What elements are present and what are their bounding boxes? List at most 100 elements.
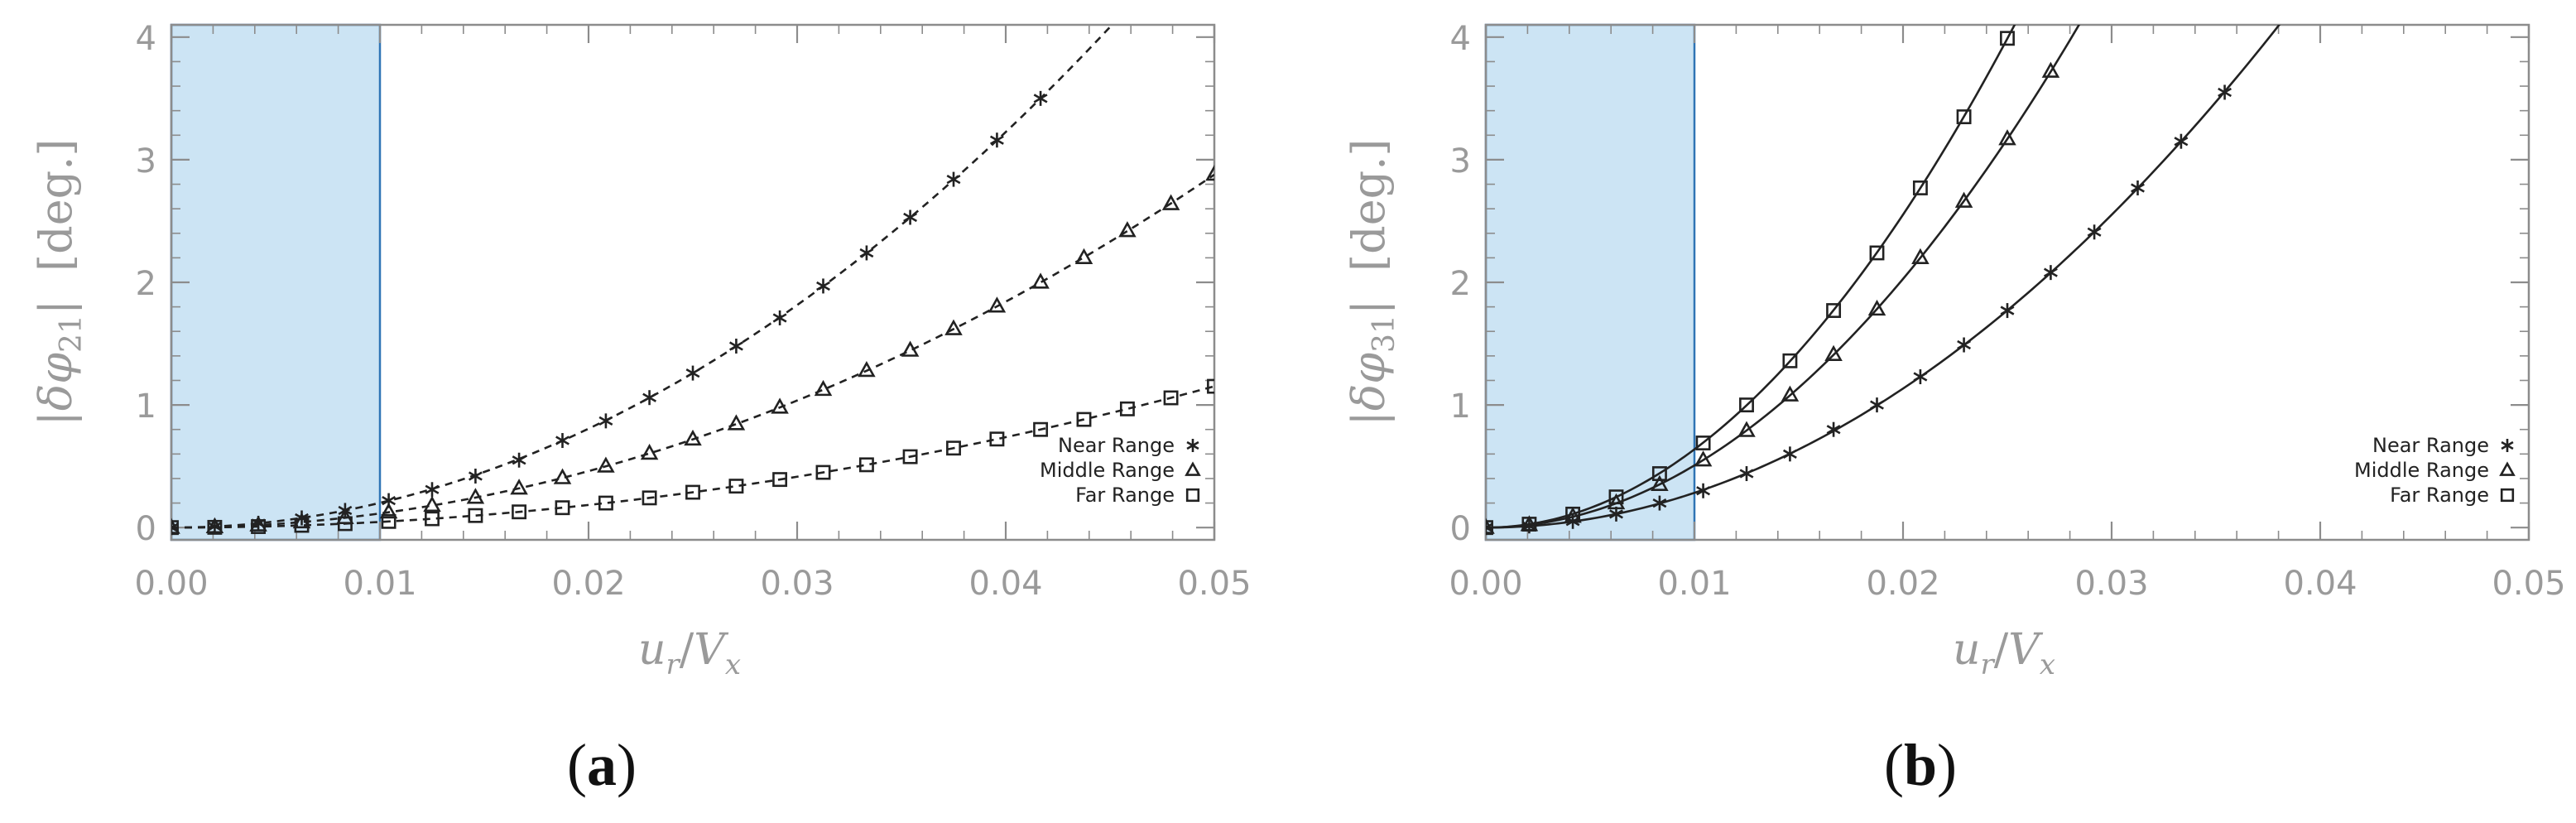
x-label-u: u [638,625,666,675]
y-tick-label: 2 [1450,265,1471,303]
legend-marker-asterisk [1186,439,1199,452]
data-point-square [728,479,744,494]
x-label-u: u [1953,625,1981,675]
data-point-asterisk [1826,421,1841,437]
data-point-square [858,457,874,473]
data-point-square [598,495,613,511]
legend-marker-triangle [2499,461,2516,476]
y-label-symbol: δφ [30,353,82,412]
legend-label: Middle Range [1040,459,1175,482]
data-point-asterisk [1913,369,1928,385]
series-line-triangle [1486,25,2081,529]
data-point-triangle [466,488,485,504]
x-label-u-sub: r [666,648,680,681]
shaded-region [1484,23,1696,541]
y-tick-label: 1 [1450,387,1471,426]
y-tick-label: 0 [136,510,156,548]
data-point-triangle [901,340,920,357]
data-point-asterisk [946,171,961,187]
data-point-square [772,472,788,488]
data-point-square [1956,109,1972,125]
data-point-triangle [1911,248,1930,264]
data-point-triangle [727,414,746,431]
data-point-square [902,449,918,464]
legend-label: Middle Range [2354,459,2489,482]
data-point-asterisk [1782,446,1797,462]
data-point-asterisk [2087,224,2102,240]
x-label-u-sub: r [1980,648,1995,681]
data-point-square [1521,517,1537,532]
series-line-square [1486,25,2016,529]
data-point-asterisk [2000,303,2015,319]
y-label-bar: | [30,411,82,426]
series-group [1486,25,2281,536]
y-tick-label: 2 [136,265,156,303]
y-label-units: [deg.] [30,139,82,272]
data-point-triangle [249,515,267,532]
data-point-square [468,508,483,523]
data-point-triangle [1205,165,1214,181]
data-point-square [1782,353,1798,368]
x-tick-label: 0.00 [134,565,208,603]
data-point-triangle [1781,385,1800,402]
data-point-triangle [1161,194,1180,210]
y-tick-label: 0 [1450,510,1471,548]
data-point-asterisk [512,452,526,468]
chart-panel-b: 0.00 0.01 0.02 0.03 0.04 0.05 0 1 2 3 4 Near RangeM… [1343,20,2566,798]
data-point-triangle [171,517,180,534]
data-point-square [207,519,223,535]
panel-label-open: ( [567,732,587,798]
x-label-slash: / [680,625,694,675]
data-point-asterisk [468,468,483,484]
x-tick-label: 0.04 [968,565,1042,603]
data-point-square [2000,31,2015,46]
data-point-triangle [814,379,833,397]
data-point-triangle [944,319,963,335]
y-axis-label: |δφ21|[deg.] [30,139,89,426]
y-label-subscript: 21 [55,315,89,353]
data-point-asterisk [1652,495,1667,511]
data-point-triangle [1867,299,1886,316]
x-tick-label: 0.05 [1177,565,1251,603]
y-label-bar: | [30,300,82,315]
data-point-triangle [423,495,441,513]
legend-marker-square [2500,488,2515,503]
data-point-asterisk [2043,265,2058,281]
data-point-square [946,440,961,456]
panel-label: (b) [1884,732,1957,798]
data-point-asterisk [1870,397,1884,413]
data-point-triangle [1998,129,2016,146]
y-tick-label: 4 [1450,20,1471,58]
data-point-square [685,484,700,500]
data-point-triangle [1607,493,1626,510]
y-label-bar: | [1343,300,1395,315]
y-tick-label: 1 [136,387,156,426]
data-point-asterisk [2174,133,2189,149]
data-point-square [171,520,179,536]
data-point-triangle [1954,191,1973,208]
data-point-triangle [1486,517,1495,534]
data-point-triangle [510,479,528,495]
data-point-triangle [379,503,398,519]
data-point-asterisk [859,245,874,261]
series-line-square [171,385,1214,529]
data-point-asterisk [903,209,918,225]
y-tick-label: 3 [136,142,156,180]
data-point-square [815,464,831,480]
data-point-square [1826,303,1842,319]
data-point-square [425,511,440,527]
data-point-triangle [1737,421,1756,437]
panel-label-close: ) [1937,732,1957,798]
x-tick-label: 0.01 [1657,565,1731,603]
panel-label-close: ) [617,732,637,798]
data-point-asterisk [171,520,179,536]
y-label-units: [deg.] [1343,139,1395,272]
data-point-square [555,500,570,516]
shaded-region [170,23,382,541]
data-point-square [512,504,527,520]
data-point-triangle [1118,221,1137,238]
x-tick-label: 0.00 [1449,565,1522,603]
y-tick-label: 3 [1450,142,1471,180]
data-point-asterisk [989,132,1004,148]
